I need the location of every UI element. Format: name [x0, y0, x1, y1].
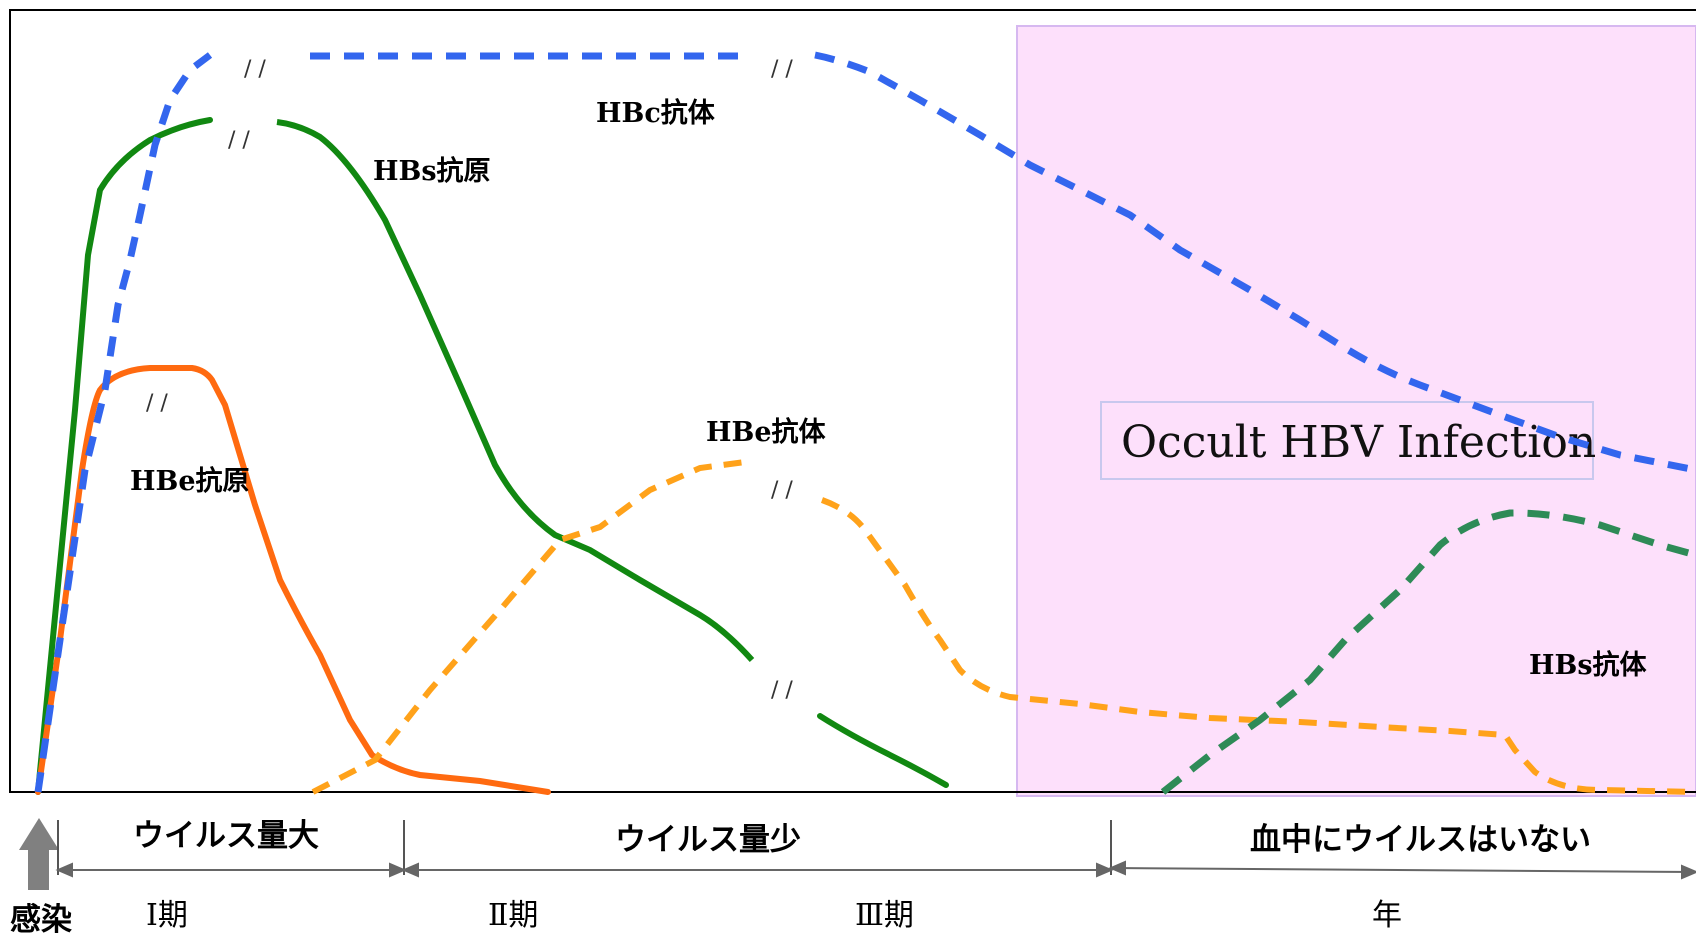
years-label: 年 [1372, 898, 1402, 933]
break-mark-hbs-antigen: / / [228, 128, 250, 153]
period-3-label: Ⅲ期 [855, 898, 914, 933]
occult-label-box [1100, 401, 1594, 480]
period-2-label: Ⅱ期 [488, 898, 538, 933]
break-mark-hbs-antigen-2: / / [771, 678, 793, 703]
hbe-antibody-curve [311, 459, 746, 795]
occult-label: Occult HBV Infection [1121, 417, 1596, 468]
phase-no-virus: 血中にウイルスはいない [1250, 822, 1591, 858]
hbc-antibody-curve [34, 52, 213, 793]
hbc-antibody-curve-after-break [814, 51, 1696, 474]
plot-frame [9, 9, 1696, 793]
infection-arrow-shaft [28, 850, 49, 890]
infection-arrow-head [19, 818, 59, 850]
phase-low-viral-load: ウイルス量少 [615, 822, 801, 858]
hbc-antibody-label: HBc抗体 [596, 97, 716, 129]
hbs-antigen-curve-tail [817, 713, 949, 788]
hbs-antigen-curve-after-break [276, 119, 755, 663]
period-1-label: Ⅰ期 [146, 898, 188, 933]
hbs-antibody-curve [1160, 509, 1696, 795]
hbe-antigen-label: HBe抗原 [130, 465, 250, 497]
break-mark-hbe-antibody: / / [771, 478, 793, 503]
hbs-antigen-label: HBs抗原 [373, 155, 491, 187]
hbe-antibody-curve-after-break [820, 497, 1696, 795]
period-arrows [55, 860, 1696, 880]
hbe-antigen-curve [35, 365, 551, 795]
hbs-antibody-label: HBs抗体 [1529, 649, 1648, 681]
hbs-antigen-curve [35, 117, 213, 795]
phase-high-viral-load: ウイルス量大 [133, 818, 319, 854]
break-mark-hbe-antigen: / / [146, 391, 168, 416]
break-mark-hbc-2: / / [771, 57, 793, 82]
break-mark-hbc-1: / / [244, 57, 266, 82]
hbe-antibody-label: HBe抗体 [706, 416, 827, 448]
infection-label: 感染 [10, 902, 72, 937]
